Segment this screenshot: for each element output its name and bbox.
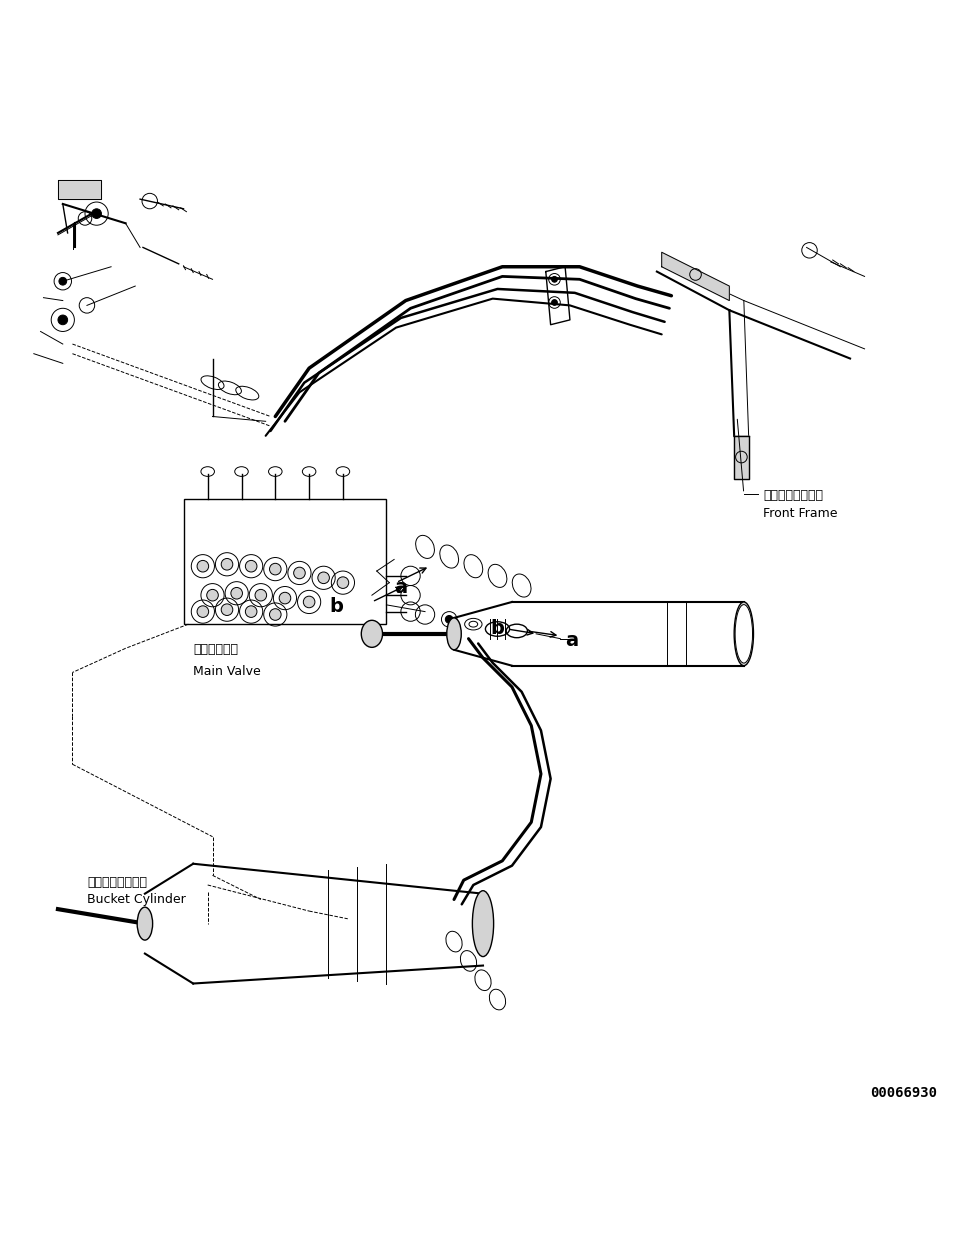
Text: b: b bbox=[491, 619, 504, 639]
Polygon shape bbox=[662, 253, 729, 301]
Circle shape bbox=[294, 567, 305, 579]
Circle shape bbox=[221, 559, 233, 570]
Text: b: b bbox=[329, 598, 343, 616]
Polygon shape bbox=[734, 435, 749, 479]
Ellipse shape bbox=[735, 605, 753, 663]
Text: Front Frame: Front Frame bbox=[763, 507, 838, 520]
Circle shape bbox=[92, 209, 101, 219]
Circle shape bbox=[552, 299, 557, 306]
Circle shape bbox=[245, 606, 257, 618]
Circle shape bbox=[197, 560, 209, 572]
Circle shape bbox=[207, 590, 218, 601]
Text: メインバルブ: メインバルブ bbox=[193, 644, 239, 657]
Circle shape bbox=[552, 277, 557, 282]
Circle shape bbox=[58, 314, 68, 325]
Ellipse shape bbox=[447, 618, 462, 650]
Circle shape bbox=[279, 593, 291, 604]
Circle shape bbox=[197, 606, 209, 618]
Circle shape bbox=[255, 590, 267, 601]
Circle shape bbox=[303, 596, 315, 608]
Ellipse shape bbox=[734, 601, 753, 665]
Circle shape bbox=[270, 609, 281, 620]
Text: a: a bbox=[565, 632, 579, 650]
Circle shape bbox=[270, 564, 281, 575]
Text: 00066930: 00066930 bbox=[870, 1087, 937, 1101]
Polygon shape bbox=[58, 180, 101, 199]
Ellipse shape bbox=[472, 891, 494, 956]
Text: a: a bbox=[394, 577, 408, 598]
Text: フロントフレーム: フロントフレーム bbox=[763, 489, 823, 502]
Circle shape bbox=[59, 277, 67, 286]
Circle shape bbox=[245, 560, 257, 572]
FancyBboxPatch shape bbox=[184, 498, 386, 624]
Text: Main Valve: Main Valve bbox=[193, 664, 261, 678]
Polygon shape bbox=[546, 267, 570, 325]
Circle shape bbox=[337, 577, 349, 589]
Text: Bucket Cylinder: Bucket Cylinder bbox=[87, 893, 185, 906]
Circle shape bbox=[231, 587, 242, 599]
Circle shape bbox=[221, 604, 233, 615]
Ellipse shape bbox=[361, 620, 383, 648]
Circle shape bbox=[318, 572, 329, 584]
Text: バケットシリンダ: バケットシリンダ bbox=[87, 876, 147, 888]
Ellipse shape bbox=[137, 907, 153, 940]
Circle shape bbox=[445, 615, 453, 623]
